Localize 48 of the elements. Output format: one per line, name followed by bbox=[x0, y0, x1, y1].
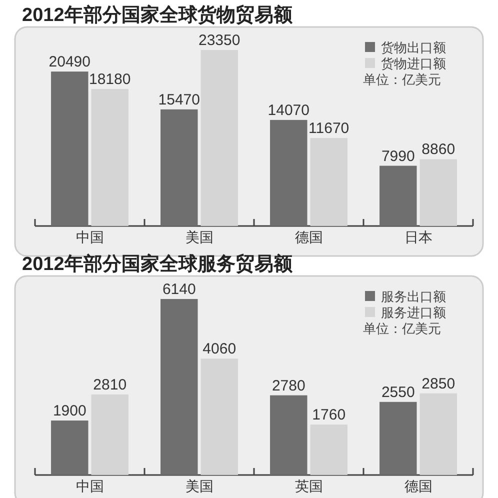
data-label: 1900 bbox=[52, 402, 86, 420]
data-label: 2850 bbox=[422, 375, 456, 392]
x-tick-label: 美国 bbox=[185, 478, 214, 494]
data-label: 6140 bbox=[162, 281, 196, 298]
data-label: 4060 bbox=[202, 340, 236, 358]
bar bbox=[51, 72, 88, 226]
bar bbox=[160, 299, 198, 475]
annotation: 单位：亿美元 bbox=[363, 321, 441, 336]
x-tick-label: 中国 bbox=[76, 229, 104, 245]
bar bbox=[200, 50, 238, 226]
data-label: 2810 bbox=[93, 376, 127, 394]
data-label: 2550 bbox=[381, 384, 415, 401]
bar bbox=[420, 393, 457, 475]
data-label: 23350 bbox=[198, 32, 240, 49]
x-tick-label: 德国 bbox=[404, 478, 432, 494]
x-tick-label: 中国 bbox=[76, 478, 104, 494]
bar bbox=[51, 420, 88, 475]
bar bbox=[91, 88, 128, 226]
data-label: 8860 bbox=[422, 141, 456, 158]
data-label: 18180 bbox=[89, 70, 131, 88]
bar bbox=[270, 120, 308, 226]
bar bbox=[380, 402, 417, 475]
bar bbox=[200, 358, 238, 475]
legend-label: 货物出口额 bbox=[381, 40, 446, 55]
data-label: 11670 bbox=[308, 120, 350, 138]
bar bbox=[270, 395, 308, 475]
legend-label: 货物进口额 bbox=[381, 56, 446, 71]
chart-title: 2012年部分国家全球服务贸易额 bbox=[22, 253, 294, 275]
data-label: 7990 bbox=[381, 148, 415, 165]
x-tick-label: 美国 bbox=[185, 229, 214, 245]
legend-label: 服务出口额 bbox=[381, 289, 446, 304]
data-label: 20490 bbox=[48, 54, 90, 71]
bar bbox=[310, 138, 348, 226]
bar bbox=[160, 109, 198, 226]
chart-title: 2012年部分国家全球货物贸易额 bbox=[22, 4, 294, 26]
data-label: 14070 bbox=[268, 102, 310, 119]
data-label: 15470 bbox=[158, 91, 200, 108]
x-tick-label: 德国 bbox=[294, 229, 323, 245]
bar bbox=[310, 424, 348, 475]
x-tick-label: 英国 bbox=[294, 478, 323, 494]
bar bbox=[380, 166, 417, 226]
annotation: 单位：亿美元 bbox=[363, 72, 441, 87]
bar bbox=[91, 394, 128, 475]
x-tick-label: 日本 bbox=[404, 229, 432, 245]
legend-label: 服务进口额 bbox=[381, 305, 446, 320]
data-label: 1760 bbox=[312, 406, 346, 424]
bar bbox=[420, 159, 457, 226]
data-label: 2780 bbox=[272, 377, 306, 394]
